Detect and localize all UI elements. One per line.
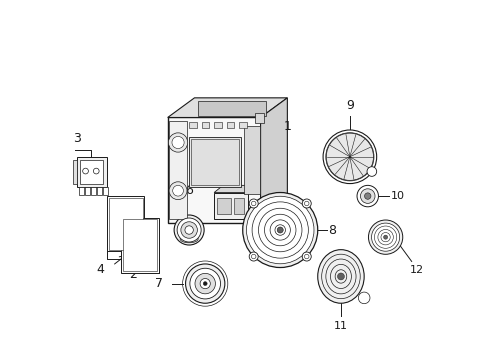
Bar — [123, 219, 157, 271]
Circle shape — [337, 273, 344, 280]
Bar — [214, 122, 222, 128]
Circle shape — [200, 279, 210, 289]
Circle shape — [323, 130, 376, 184]
Circle shape — [168, 133, 187, 152]
Circle shape — [172, 185, 183, 196]
Text: 9: 9 — [345, 99, 353, 112]
Bar — [167, 117, 260, 223]
Bar — [169, 121, 186, 219]
Circle shape — [189, 268, 220, 299]
Text: 10: 10 — [390, 191, 404, 201]
Bar — [189, 122, 197, 128]
Circle shape — [82, 168, 88, 174]
Circle shape — [181, 222, 197, 238]
Text: 4: 4 — [96, 263, 104, 276]
Circle shape — [172, 136, 184, 149]
Bar — [239, 122, 246, 128]
Bar — [73, 160, 77, 184]
Circle shape — [177, 218, 201, 242]
Ellipse shape — [317, 249, 364, 303]
Text: 12: 12 — [409, 265, 423, 275]
Bar — [226, 122, 234, 128]
Bar — [85, 187, 90, 195]
Circle shape — [242, 193, 317, 267]
Text: 5: 5 — [260, 199, 268, 212]
Bar — [244, 126, 259, 194]
Circle shape — [356, 185, 378, 207]
Bar — [91, 187, 96, 195]
Circle shape — [383, 235, 387, 239]
Circle shape — [203, 282, 207, 285]
Text: 11: 11 — [333, 321, 347, 331]
Ellipse shape — [180, 235, 198, 243]
Bar — [97, 187, 102, 195]
Text: 7: 7 — [155, 277, 163, 290]
Circle shape — [195, 273, 215, 294]
Bar — [217, 198, 231, 214]
Circle shape — [364, 193, 370, 199]
Bar — [255, 113, 264, 123]
Circle shape — [371, 223, 399, 251]
Circle shape — [185, 264, 224, 303]
Bar — [190, 139, 239, 185]
Circle shape — [302, 252, 310, 261]
Bar — [233, 198, 244, 214]
Bar — [198, 102, 265, 116]
Bar — [201, 122, 209, 128]
Text: 2: 2 — [129, 267, 137, 280]
Circle shape — [367, 220, 402, 254]
Bar — [121, 217, 159, 273]
Circle shape — [93, 168, 99, 174]
Polygon shape — [214, 185, 257, 193]
Circle shape — [169, 182, 186, 200]
Bar — [103, 187, 107, 195]
Bar — [107, 196, 144, 251]
Polygon shape — [167, 98, 287, 117]
Circle shape — [325, 133, 373, 181]
Circle shape — [277, 227, 283, 233]
Circle shape — [246, 196, 313, 264]
Circle shape — [184, 226, 193, 234]
Circle shape — [302, 199, 310, 208]
Bar — [77, 157, 107, 187]
Circle shape — [366, 167, 376, 176]
Circle shape — [249, 252, 258, 261]
Bar — [80, 160, 103, 184]
Circle shape — [360, 189, 374, 203]
Polygon shape — [260, 98, 287, 223]
Bar — [189, 137, 241, 187]
Bar — [214, 193, 247, 219]
Circle shape — [249, 199, 258, 208]
Bar — [108, 198, 142, 249]
Bar — [80, 187, 83, 195]
Circle shape — [358, 292, 369, 304]
Text: 8: 8 — [328, 224, 336, 237]
Text: 6: 6 — [185, 184, 193, 197]
Circle shape — [174, 215, 203, 245]
Text: 1: 1 — [283, 120, 291, 133]
Text: 3: 3 — [73, 132, 81, 145]
